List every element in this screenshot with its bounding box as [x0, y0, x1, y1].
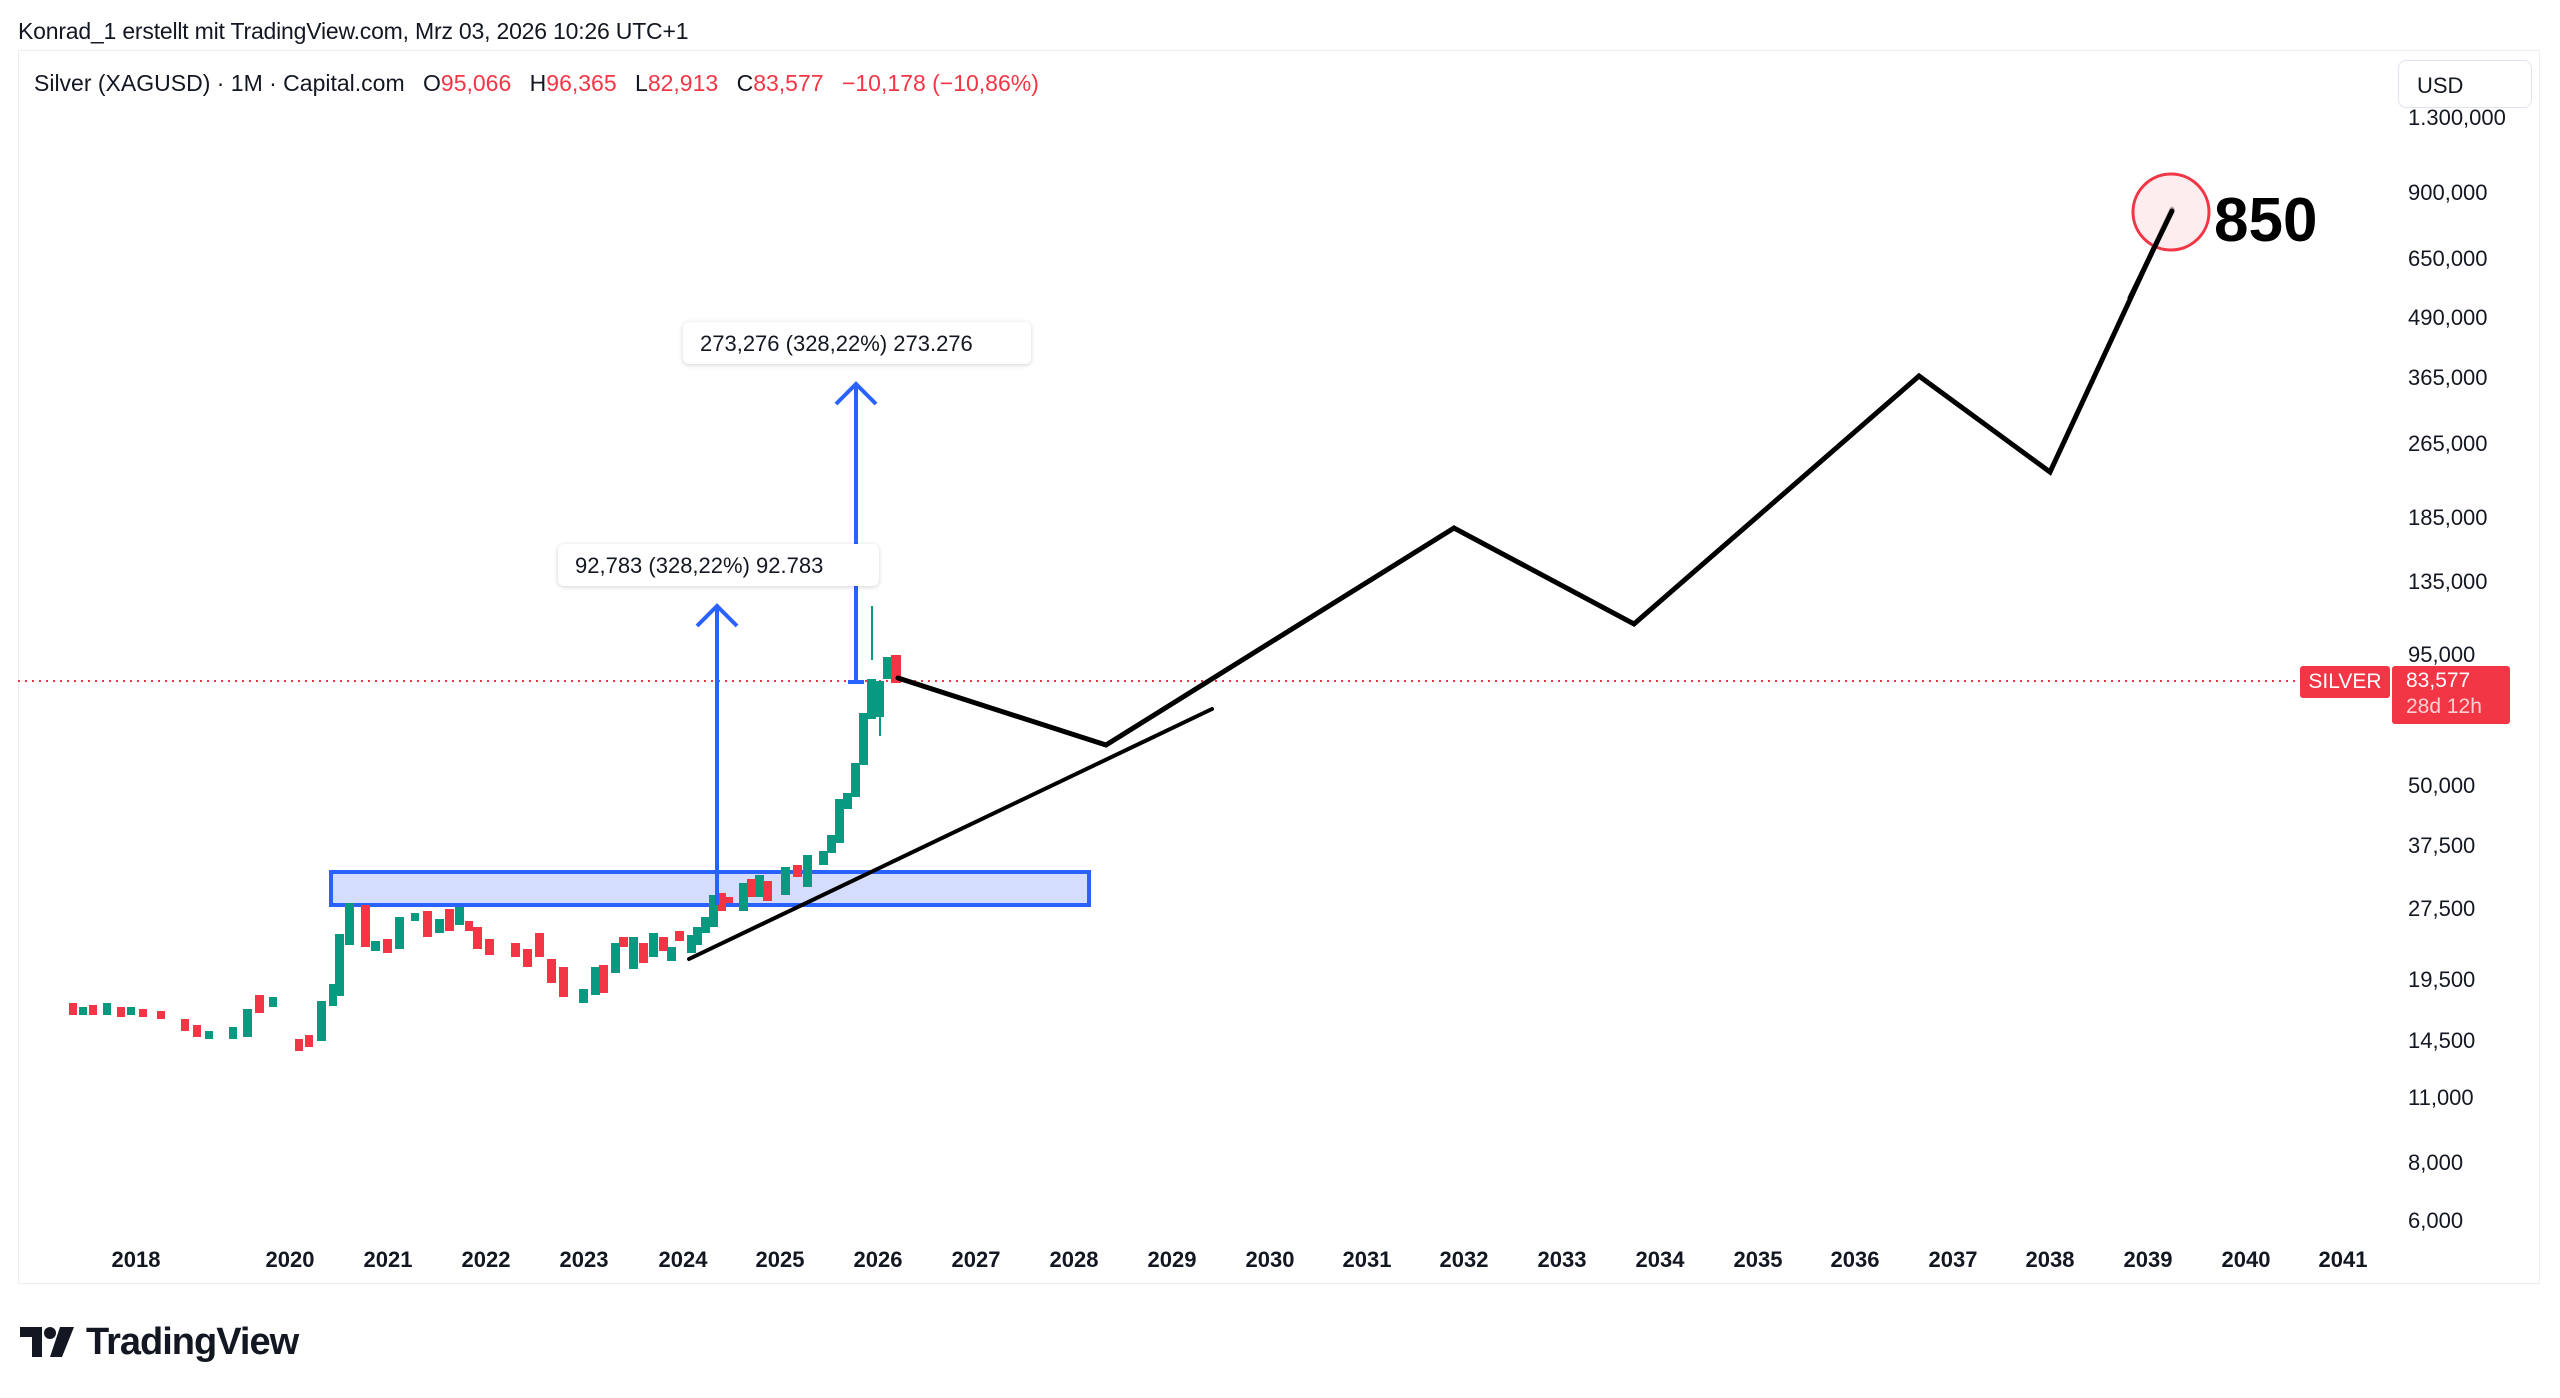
measure-arrow-2[interactable] — [834, 381, 878, 684]
y-tick: 365,000 — [2408, 365, 2488, 390]
change-value: −10,178 (−10,86%) — [841, 70, 1039, 96]
chart-pane[interactable] — [18, 50, 2540, 1284]
x-tick: 2027 — [951, 1247, 1001, 1272]
close-value: 83,577 — [753, 70, 824, 96]
open-label: O — [423, 70, 441, 96]
currency-button[interactable]: USD — [2398, 60, 2532, 108]
tradingview-logo-icon — [20, 1327, 74, 1357]
tradingview-logo-text: TradingView — [86, 1320, 299, 1363]
low-label: L — [635, 70, 648, 96]
x-tick: 2033 — [1537, 1247, 1587, 1272]
y-tick: 265,000 — [2408, 431, 2488, 456]
close-label: C — [736, 70, 754, 96]
x-tick: 2036 — [1830, 1247, 1880, 1272]
x-tick: 2028 — [1049, 1247, 1099, 1272]
x-tick: 2040 — [2221, 1247, 2271, 1272]
measure-label-2[interactable]: 273,276 (328,22%) 273.276 — [683, 322, 1031, 364]
high-value: 96,365 — [546, 70, 617, 96]
x-tick: 2031 — [1342, 1247, 1392, 1272]
last-price-value: 83,577 — [2406, 669, 2471, 692]
last-price-tag: 83,577 28d 12h — [2392, 666, 2510, 724]
tradingview-logo[interactable]: TradingView — [20, 1320, 299, 1363]
x-tick: 2039 — [2123, 1247, 2173, 1272]
y-tick: 6,000 — [2408, 1208, 2464, 1233]
y-tick: 185,000 — [2408, 505, 2488, 530]
y-tick: 19,500 — [2408, 967, 2476, 992]
x-tick: 2030 — [1245, 1247, 1295, 1272]
y-tick: 95,000 — [2408, 642, 2476, 667]
x-tick: 2025 — [755, 1247, 805, 1272]
y-tick: 1.300,000 — [2408, 105, 2506, 130]
candlesticks — [69, 606, 901, 1051]
measure-label-1[interactable]: 92,783 (328,22%) 92.783 — [558, 544, 879, 586]
y-tick: 650,000 — [2408, 246, 2488, 271]
x-tick: 2023 — [559, 1247, 609, 1272]
x-tick: 2018 — [111, 1247, 161, 1272]
x-tick: 2041 — [2318, 1247, 2368, 1272]
projection-end-segment — [2127, 208, 2175, 301]
high-label: H — [529, 70, 547, 96]
symbol-name[interactable]: Silver (XAGUSD) · 1M · Capital.com — [34, 70, 405, 96]
symbol-legend: Silver (XAGUSD) · 1M · Capital.com O95,0… — [34, 70, 1039, 97]
x-tick: 2038 — [2025, 1247, 2075, 1272]
y-tick: 8,000 — [2408, 1150, 2464, 1175]
x-tick: 2034 — [1635, 1247, 1685, 1272]
trendline[interactable] — [687, 707, 1214, 961]
y-tick: 27,500 — [2408, 896, 2476, 921]
measure-arrow-1[interactable] — [695, 603, 739, 905]
chart-caption: Konrad_1 erstellt mit TradingView.com, M… — [18, 18, 689, 44]
x-tick: 2037 — [1928, 1247, 1978, 1272]
y-tick: 490,000 — [2408, 305, 2488, 330]
y-tick: 14,500 — [2408, 1028, 2476, 1053]
y-tick: 135,000 — [2408, 569, 2488, 594]
low-value: 82,913 — [647, 70, 719, 96]
bar-countdown: 28d 12h — [2406, 695, 2482, 718]
projection-path[interactable] — [895, 206, 2175, 748]
y-tick: 900,000 — [2408, 180, 2488, 205]
x-tick: 2022 — [461, 1247, 511, 1272]
x-tick: 2029 — [1147, 1247, 1197, 1272]
x-tick: 2032 — [1439, 1247, 1489, 1272]
x-tick: 2024 — [658, 1247, 708, 1272]
x-tick: 2020 — [265, 1247, 315, 1272]
x-tick: 2021 — [363, 1247, 413, 1272]
open-value: 95,066 — [440, 70, 512, 96]
y-tick: 11,000 — [2408, 1085, 2474, 1110]
x-tick: 2035 — [1733, 1247, 1783, 1272]
x-tick: 2026 — [853, 1247, 903, 1272]
symbol-price-tag: SILVER — [2300, 666, 2390, 698]
y-tick: 37,500 — [2408, 833, 2476, 858]
target-label[interactable]: 850 — [2214, 186, 2318, 255]
y-tick: 50,000 — [2408, 773, 2476, 798]
